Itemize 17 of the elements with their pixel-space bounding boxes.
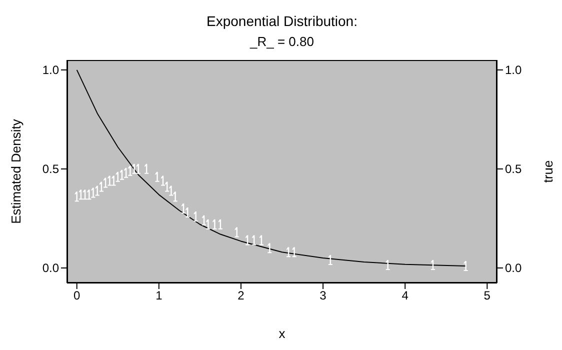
x-tick-label: 2 [238,288,245,303]
y-tick-label: 0.0 [42,261,60,276]
y2-tick-label: 1.0 [505,63,522,78]
x-axis-title: x [278,326,286,341]
x-tick-label: 5 [484,288,491,303]
y2-tick-label: 0.5 [505,162,522,176]
chart-title: Exponential Distribution: [206,13,358,29]
x-tick-label: 4 [402,288,409,303]
x-tick-label: 1 [156,288,163,303]
y-tick-label: 1.0 [42,63,60,78]
chart-subtitle: _R_ = 0.80 [249,34,314,49]
x-tick-label: 0 [74,288,81,303]
y-axis-title: Estimated Density [8,118,24,224]
y2-tick-label: 0.0 [505,261,522,276]
x-tick-label: 3 [320,288,327,303]
y2-axis-title: true [540,160,556,183]
y-tick-label: 0.5 [42,162,60,176]
